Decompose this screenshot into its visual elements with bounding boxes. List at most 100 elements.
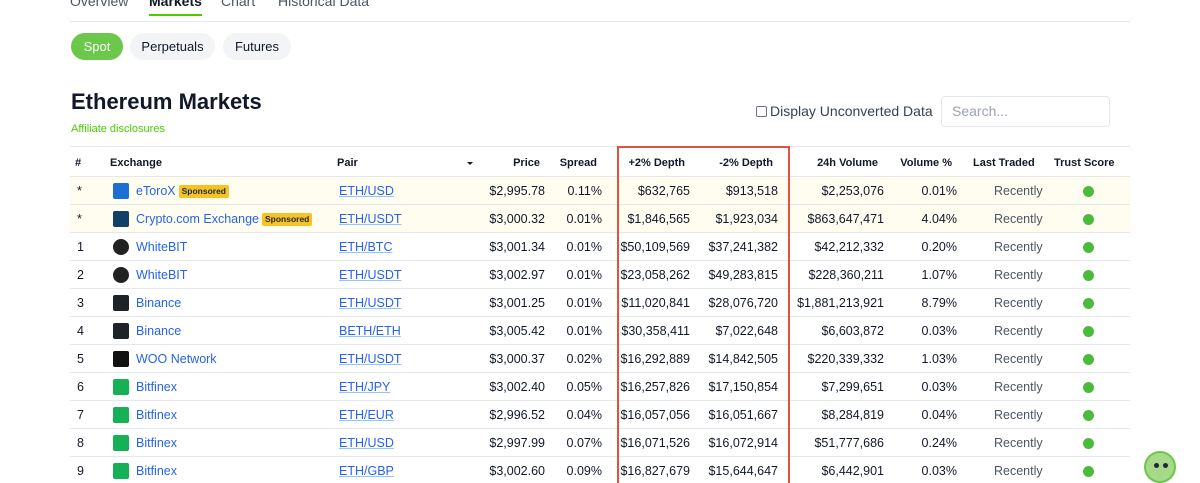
exchange-link[interactable]: WOO Network	[136, 352, 217, 366]
mascot-chat-icon[interactable]	[1144, 451, 1176, 483]
rank-cell: 1	[77, 240, 84, 254]
header-volume-pct[interactable]: Volume %	[900, 157, 952, 169]
pair-link[interactable]: ETH/USDT	[339, 296, 402, 310]
plus-depth-cell: $11,020,841	[621, 296, 690, 310]
last-traded-cell: Recently	[994, 324, 1043, 338]
header-spread[interactable]: Spread	[559, 157, 597, 169]
minus-depth-cell: $49,283,815	[708, 268, 778, 282]
pair-link[interactable]: ETH/EUR	[339, 408, 394, 422]
header-rank[interactable]: #	[75, 157, 82, 169]
exchange-name[interactable]: Bitfinex	[136, 464, 177, 478]
display-unconverted-toggle[interactable]: Display Unconverted Data	[756, 102, 933, 120]
exchange-link[interactable]: WhiteBIT	[136, 240, 187, 254]
tab-overview[interactable]: Overview	[70, 0, 129, 9]
last-traded-cell: Recently	[994, 436, 1043, 450]
price-cell: $2,996.52	[489, 408, 545, 422]
exchange-link[interactable]: Bitfinex	[136, 436, 177, 450]
pair-link[interactable]: BETH/ETH	[339, 324, 401, 338]
spread-cell: 0.07%	[566, 436, 602, 450]
woo-network-logo-icon	[113, 351, 129, 367]
pair-link[interactable]: ETH/JPY	[339, 380, 391, 394]
exchange-name[interactable]: WhiteBIT	[136, 268, 188, 282]
affiliate-disclosures-link[interactable]: Affiliate disclosures	[71, 123, 165, 135]
spread-cell: 0.01%	[566, 240, 602, 254]
header-exchange[interactable]: Exchange	[110, 157, 162, 169]
exchange-link[interactable]: Crypto.com Exchange Sponsored	[136, 212, 313, 226]
exchange-link[interactable]: Binance	[136, 296, 181, 310]
exchange-link[interactable]: Bitfinex	[136, 408, 177, 422]
spread-cell: 0.05%	[566, 380, 602, 394]
exchange-link[interactable]: Binance	[136, 324, 181, 338]
minus-depth-cell: $14,842,505	[708, 352, 778, 366]
last-traded-cell: Recently	[994, 240, 1043, 254]
pair-link[interactable]: ETH/USD	[339, 436, 394, 450]
pair-link[interactable]: ETH/USDT	[339, 268, 402, 282]
exchange-link[interactable]: Bitfinex	[136, 380, 177, 394]
header-plus-depth[interactable]: +2% Depth	[628, 157, 685, 169]
last-traded-cell: Recently	[994, 212, 1043, 226]
rank-cell: 3	[77, 296, 84, 310]
exchange-name[interactable]: Crypto.com Exchange	[136, 212, 259, 226]
price-cell: $3,001.34	[489, 240, 545, 254]
exchange-link[interactable]: eToroX Sponsored	[136, 184, 230, 198]
volume-cell: $51,777,686	[814, 436, 884, 450]
header-trust-score[interactable]: Trust Score	[1054, 157, 1115, 169]
tab-chart[interactable]: Chart	[221, 0, 256, 9]
table-row: * Crypto.com Exchange Sponsored ETH/USDT $3,…	[70, 205, 1130, 233]
pill-futures[interactable]: Futures	[223, 33, 291, 60]
rank-cell: 5	[77, 352, 84, 366]
exchange-name[interactable]: WhiteBIT	[136, 240, 188, 254]
volume-pct-cell: 8.79%	[921, 296, 957, 310]
unconverted-checkbox[interactable]	[756, 106, 767, 117]
bitfinex-logo-icon	[113, 379, 129, 395]
volume-cell: $220,339,332	[807, 352, 884, 366]
pair-link[interactable]: ETH/USDT	[339, 212, 402, 226]
pair-link[interactable]: ETH/GBP	[339, 464, 394, 478]
volume-cell: $228,360,211	[808, 268, 884, 282]
volume-pct-cell: 0.03%	[921, 464, 957, 478]
exchange-name[interactable]: Bitfinex	[136, 380, 177, 394]
tab-historical-data[interactable]: Historical Data	[278, 0, 370, 9]
header-24h-volume[interactable]: 24h Volume	[817, 157, 878, 169]
pair-link[interactable]: ETH/USD	[339, 184, 394, 198]
plus-depth-cell: $30,358,411	[621, 324, 690, 338]
volume-cell: $863,647,471	[807, 212, 884, 226]
search-input[interactable]: Search...	[941, 96, 1110, 127]
last-traded-cell: Recently	[994, 184, 1043, 198]
pair-link[interactable]: ETH/USDT	[339, 352, 402, 366]
volume-cell: $6,442,901	[821, 464, 884, 478]
pill-spot[interactable]: Spot	[71, 33, 123, 60]
plus-depth-cell: $50,109,569	[620, 240, 690, 254]
header-minus-depth[interactable]: -2% Depth	[719, 157, 773, 169]
exchange-name[interactable]: WOO Network	[136, 352, 217, 366]
bitfinex-logo-icon	[113, 435, 129, 451]
exchange-link[interactable]: Bitfinex	[136, 464, 177, 478]
exchange-name[interactable]: eToroX	[136, 184, 176, 198]
tab-markets[interactable]: Markets	[149, 0, 202, 16]
binance-logo-icon	[113, 323, 129, 339]
sort-caret-icon[interactable]	[467, 162, 473, 165]
pill-perpetuals[interactable]: Perpetuals	[130, 33, 215, 60]
bitfinex-logo-icon	[113, 463, 129, 479]
exchange-name[interactable]: Binance	[136, 324, 182, 338]
plus-depth-cell: $16,057,056	[620, 408, 690, 422]
rank-cell: 2	[77, 268, 84, 282]
exchange-name[interactable]: Bitfinex	[136, 436, 177, 450]
exchange-name[interactable]: Binance	[136, 296, 182, 310]
volume-pct-cell: 0.03%	[921, 324, 957, 338]
volume-cell: $6,603,872	[821, 324, 884, 338]
spread-cell: 0.01%	[566, 296, 602, 310]
minus-depth-cell: $37,241,382	[708, 240, 778, 254]
header-price[interactable]: Price	[513, 157, 540, 169]
volume-pct-cell: 0.04%	[921, 408, 957, 422]
exchange-name[interactable]: Bitfinex	[136, 408, 177, 422]
spread-cell: 0.02%	[566, 352, 602, 366]
bitfinex-logo-icon	[113, 407, 129, 423]
minus-depth-cell: $28,076,720	[708, 296, 778, 310]
header-last-traded[interactable]: Last Traded	[973, 157, 1035, 169]
exchange-link[interactable]: WhiteBIT	[136, 268, 187, 282]
spread-cell: 0.09%	[566, 464, 602, 478]
pair-link[interactable]: ETH/BTC	[339, 240, 393, 254]
price-cell: $3,000.32	[489, 212, 545, 226]
header-pair[interactable]: Pair	[337, 157, 358, 169]
